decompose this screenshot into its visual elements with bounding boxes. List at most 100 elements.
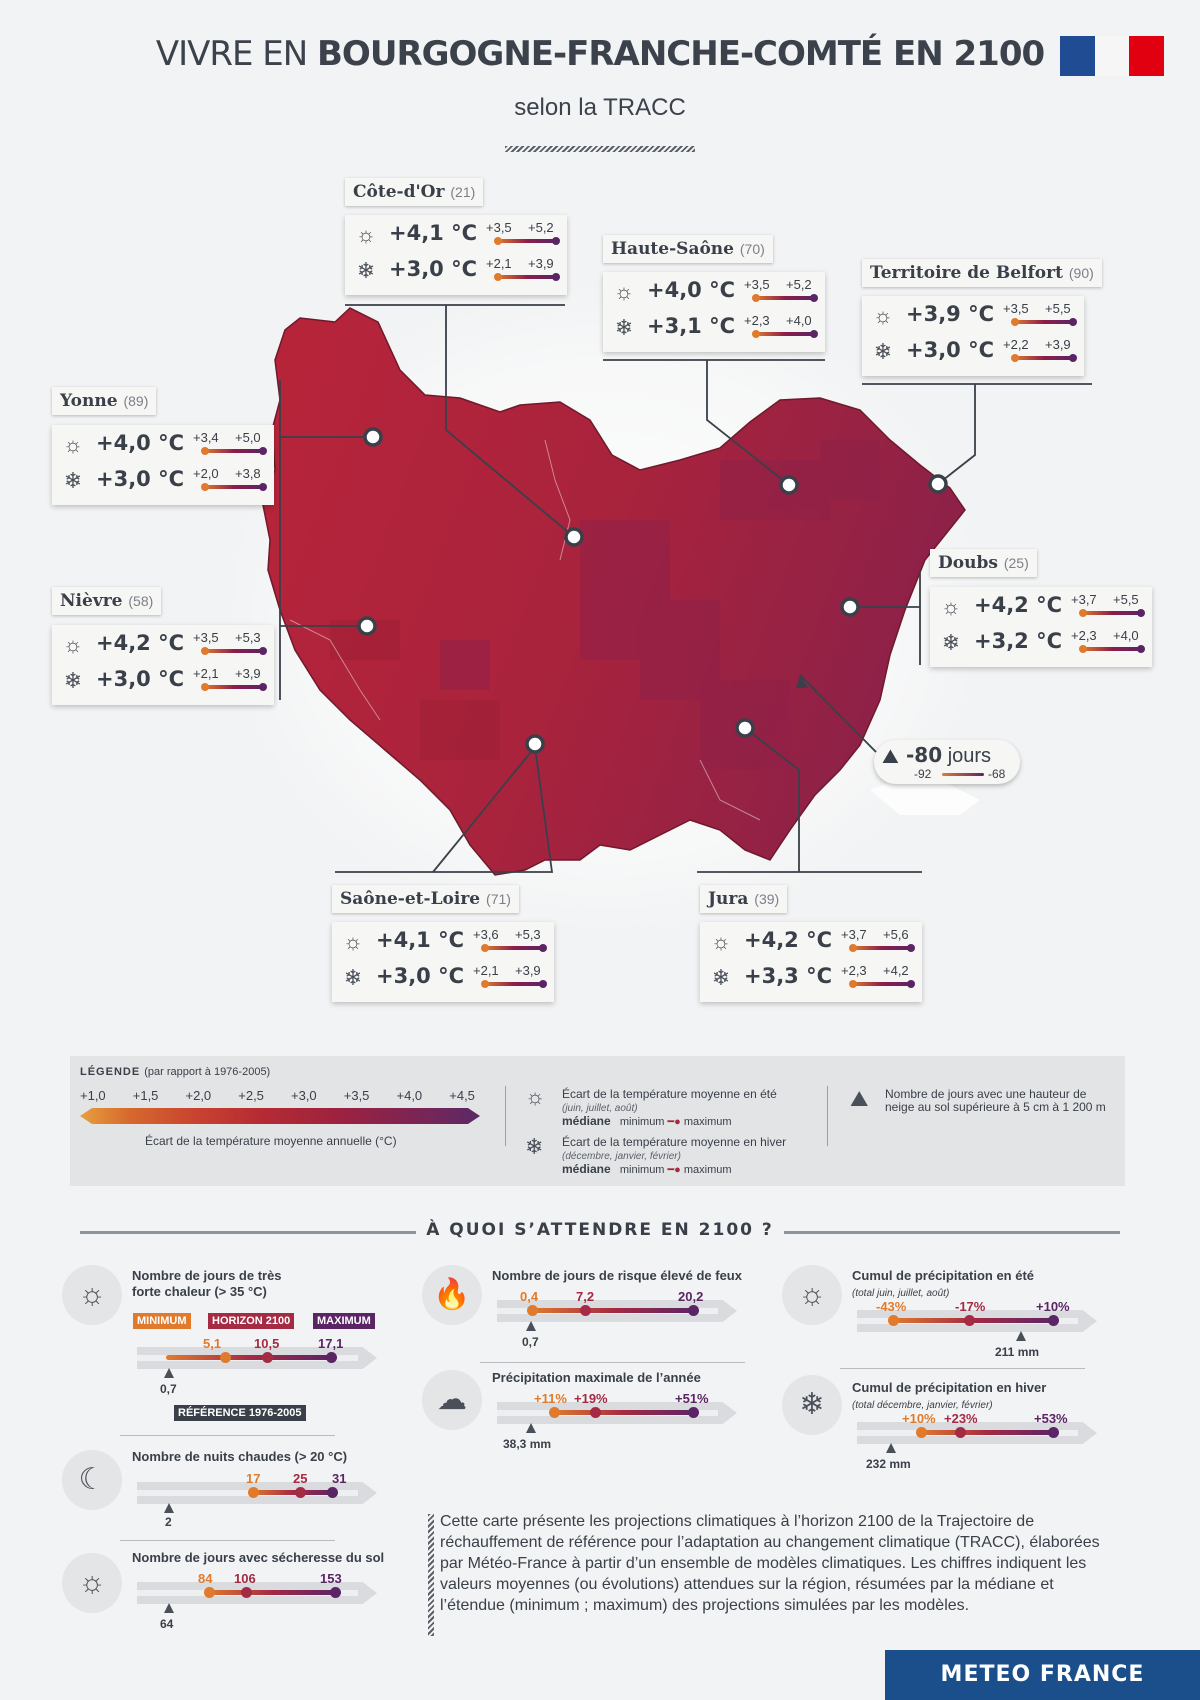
sun-thermometer-icon: ☼ xyxy=(940,594,962,619)
dept-card-belfort: ☼ +3,9 °C +3,5 +5,5 ❄ +3,0 °C +2,2 +3,9 xyxy=(862,296,1084,376)
fire-warning-icon: 🔥 xyxy=(422,1265,482,1325)
summer-row: ☼ +3,9 °C +3,5 +5,5 xyxy=(862,298,1084,334)
dept-card-nievre: ☼ +4,2 °C +3,5 +5,3 ❄ +3,0 °C +2,1 +3,9 xyxy=(52,625,274,705)
summer-row: ☼ +4,2 °C +3,5 +5,3 xyxy=(52,627,274,663)
tag-horizon: HORIZON 2100 xyxy=(208,1313,295,1329)
winter-row: ❄ +3,2 °C +2,3 +4,0 xyxy=(930,625,1152,661)
region-map xyxy=(261,304,1092,876)
range-bar xyxy=(481,980,547,988)
heat-days-title: Nombre de jours de très forte chaleur (> … xyxy=(132,1268,282,1299)
summer-row: ☼ +4,2 °C +3,7 +5,5 xyxy=(930,589,1152,625)
snowflake-thermometer-icon: ❄ xyxy=(941,630,961,655)
dept-label-doubs: Doubs (25) xyxy=(930,549,1037,577)
sun-thermometer-icon: ☼ xyxy=(62,1265,122,1325)
range-bar xyxy=(752,294,818,302)
sun-thermometer-icon: ☼ xyxy=(613,279,635,304)
meteo-france-logo: METEO FRANCE xyxy=(885,1650,1200,1700)
range-bar xyxy=(942,773,984,776)
range-bar xyxy=(1011,354,1077,362)
dept-label-yonne: Yonne (89) xyxy=(52,387,157,415)
sun-thermometer-icon: ☼ xyxy=(872,303,894,328)
marker-jura xyxy=(735,718,755,738)
range-bar xyxy=(201,483,267,491)
summer-row: ☼ +4,1 °C +3,6 +5,3 xyxy=(332,924,554,960)
winter-row: ❄ +3,0 °C +2,1 +3,9 xyxy=(52,663,274,699)
section-header: À QUOI S’ATTENDRE EN 2100 ? xyxy=(80,1220,1120,1244)
dept-label-cote-dor: Côte-d'Or (21) xyxy=(345,178,484,206)
tag-minimum: MINIMUM xyxy=(133,1313,191,1329)
legend-ticks: +1,0 +1,5 +2,0 +2,5 +3,0 +3,5 +4,0 +4,5 xyxy=(80,1088,475,1103)
sun-thermometer-icon: ☼ xyxy=(525,1084,546,1109)
summer-row: ☼ +4,0 °C +3,5 +5,2 xyxy=(603,274,825,310)
sun-thermometer-icon: ☼ xyxy=(710,929,732,954)
range-bar xyxy=(201,683,267,691)
dept-card-saone-et-loire: ☼ +4,1 °C +3,6 +5,3 ❄ +3,0 °C +2,1 +3,9 xyxy=(332,922,554,1002)
dept-card-jura: ☼ +4,2 °C +3,7 +5,6 ❄ +3,3 °C +2,3 +4,2 xyxy=(700,922,922,1002)
snowflake-thermometer-icon: ❄ xyxy=(63,668,83,693)
winter-row: ❄ +3,0 °C +2,1 +3,9 xyxy=(345,253,567,289)
dept-label-belfort: Territoire de Belfort (90) xyxy=(862,259,1102,287)
range-bar xyxy=(481,944,547,952)
winter-row: ❄ +3,0 °C +2,1 +3,9 xyxy=(332,960,554,996)
mountain-icon: ⛰ xyxy=(850,1086,869,1111)
marker-doubs xyxy=(840,597,860,617)
sun-raindrops-icon: ☼ xyxy=(782,1265,842,1325)
legend: LÉGENDE (par rapport à 1976-2005) +1,0 +1… xyxy=(70,1056,1125,1186)
sun-thermometer-icon: ☼ xyxy=(342,929,364,954)
range-bar xyxy=(1079,645,1145,653)
mountain-icon: ⛰ xyxy=(882,746,899,768)
page-title: VIVRE EN BOURGOGNE-FRANCHE-COMTÉ EN 2100 xyxy=(155,34,1045,74)
snowflake-thermometer-icon: ❄ xyxy=(343,965,363,990)
range-bar xyxy=(849,944,915,952)
color-ramp xyxy=(80,1108,480,1124)
marker-yonne xyxy=(363,427,383,447)
range-bar xyxy=(752,330,818,338)
drought-title: Nombre de jours avec sécheresse du sol xyxy=(132,1550,385,1565)
sun-thermometer-icon: ☼ xyxy=(355,222,377,247)
tag-reference: RÉFÉRENCE 1976-2005 xyxy=(174,1405,306,1421)
range-bar xyxy=(494,273,560,281)
dept-label-haute-saone: Haute-Saône (70) xyxy=(603,235,773,263)
summer-row: ☼ +4,1 °C +3,5 +5,2 xyxy=(345,217,567,253)
moon-thermometer-icon: ☾ xyxy=(62,1450,122,1510)
snowflake-raindrops-icon: ❄ xyxy=(782,1375,842,1435)
marker-cote-dor xyxy=(564,527,584,547)
summer-precip-title: Cumul de précipitation en été (total juin… xyxy=(852,1268,1035,1299)
sun-thermometer-icon: ☼ xyxy=(62,632,84,657)
winter-row: ❄ +3,0 °C +2,0 +3,8 xyxy=(52,463,274,499)
tag-maximum: MAXIMUM xyxy=(313,1313,375,1329)
range-bar xyxy=(201,647,267,655)
fire-risk-title: Nombre de jours de risque élevé de feux xyxy=(492,1268,742,1283)
range-bar xyxy=(1011,318,1077,326)
range-bar xyxy=(201,447,267,455)
max-precip-title: Précipitation maximale de l’année xyxy=(492,1370,701,1385)
marker-nievre xyxy=(357,616,377,636)
hot-nights-title: Nombre de nuits chaudes (> 20 °C) xyxy=(132,1449,348,1464)
winter-row: ❄ +3,0 °C +2,2 +3,9 xyxy=(862,334,1084,370)
snowflake-thermometer-icon: ❄ xyxy=(711,965,731,990)
range-bar xyxy=(1079,609,1145,617)
snowflake-thermometer-icon: ❄ xyxy=(63,468,83,493)
sun-cracked-soil-icon: ☼ xyxy=(62,1553,122,1613)
heat-range xyxy=(166,1355,333,1360)
winter-row: ❄ +3,1 °C +2,3 +4,0 xyxy=(603,310,825,346)
snowflake-thermometer-icon: ❄ xyxy=(614,315,634,340)
dept-label-saone-et-loire: Saône-et-Loire (71) xyxy=(332,885,519,913)
summer-row: ☼ +4,0 °C +3,4 +5,0 xyxy=(52,427,274,463)
title-divider xyxy=(505,146,695,152)
snow-days-callout: ⛰ -80 jours -92 -68 xyxy=(874,740,1020,784)
note-divider xyxy=(428,1514,434,1636)
winter-row: ❄ +3,3 °C +2,3 +4,2 xyxy=(700,960,922,996)
marker-belfort xyxy=(928,474,948,494)
snowflake-thermometer-icon: ❄ xyxy=(356,258,376,283)
sun-thermometer-icon: ☼ xyxy=(62,432,84,457)
dept-label-jura: Jura (39) xyxy=(700,885,788,913)
dept-card-yonne: ☼ +4,0 °C +3,4 +5,0 ❄ +3,0 °C +2,0 +3,8 xyxy=(52,425,274,505)
dept-card-doubs: ☼ +4,2 °C +3,7 +5,5 ❄ +3,2 °C +2,3 +4,0 xyxy=(930,587,1152,667)
page-subtitle: selon la TRACC xyxy=(514,94,686,121)
range-bar xyxy=(849,980,915,988)
explanatory-note: Cette carte présente les projections cli… xyxy=(440,1513,1100,1614)
rain-cloud-icon: ☁ xyxy=(422,1370,482,1430)
range-bar xyxy=(494,237,560,245)
marker-saone-et-loire xyxy=(525,734,545,754)
